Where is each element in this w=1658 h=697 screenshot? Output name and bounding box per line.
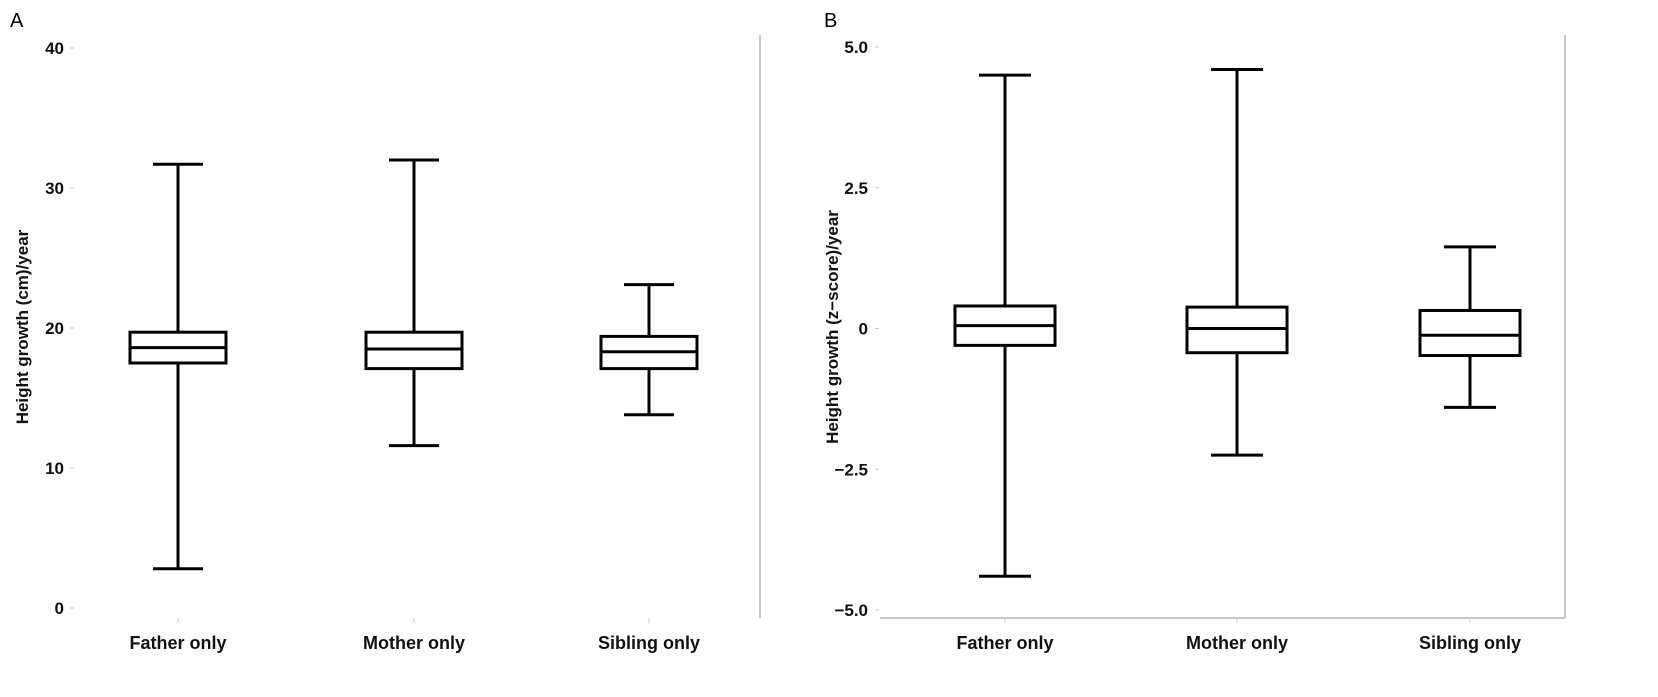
box-mother-only xyxy=(364,158,464,448)
panel-a: A 0 10 20 30 40 Height growth (cm)/year Father … xyxy=(10,10,761,653)
panel-letter: B xyxy=(824,10,837,32)
x-category-label: Father only xyxy=(956,633,1053,653)
panel-letter: A xyxy=(10,10,24,32)
box-mother-only xyxy=(1185,68,1289,457)
y-tick-label: 2.5 xyxy=(844,179,868,198)
box-father-only xyxy=(128,162,228,571)
box-sibling-only xyxy=(599,283,699,417)
y-axis-title: Height growth (cm)/year xyxy=(13,229,32,424)
x-category-label: Mother only xyxy=(1186,633,1288,653)
y-tick-label: 0 xyxy=(859,320,868,339)
iqr-box xyxy=(1418,308,1522,358)
x-category-label: Sibling only xyxy=(1419,633,1521,653)
y-tick-label: 5.0 xyxy=(844,38,868,57)
y-axis-title: Height growth (z−score)/year xyxy=(823,210,842,444)
y-tick-label: 30 xyxy=(45,179,64,198)
y-tick-label: 0 xyxy=(55,599,64,618)
box-father-only xyxy=(953,73,1057,578)
x-category-label: Sibling only xyxy=(598,633,700,653)
panel-b: B −5.0 −2.5 0 2.5 5.0 Height growth (z−score)/… xyxy=(823,10,1566,653)
box-sibling-only xyxy=(1418,245,1522,409)
y-tick-label: 40 xyxy=(45,39,64,58)
y-tick-label: 10 xyxy=(45,459,64,478)
x-category-label: Mother only xyxy=(363,633,465,653)
x-category-label: Father only xyxy=(129,633,226,653)
y-tick-label: −5.0 xyxy=(834,601,868,620)
y-tick-label: −2.5 xyxy=(834,460,868,479)
y-tick-label: 20 xyxy=(45,319,64,338)
